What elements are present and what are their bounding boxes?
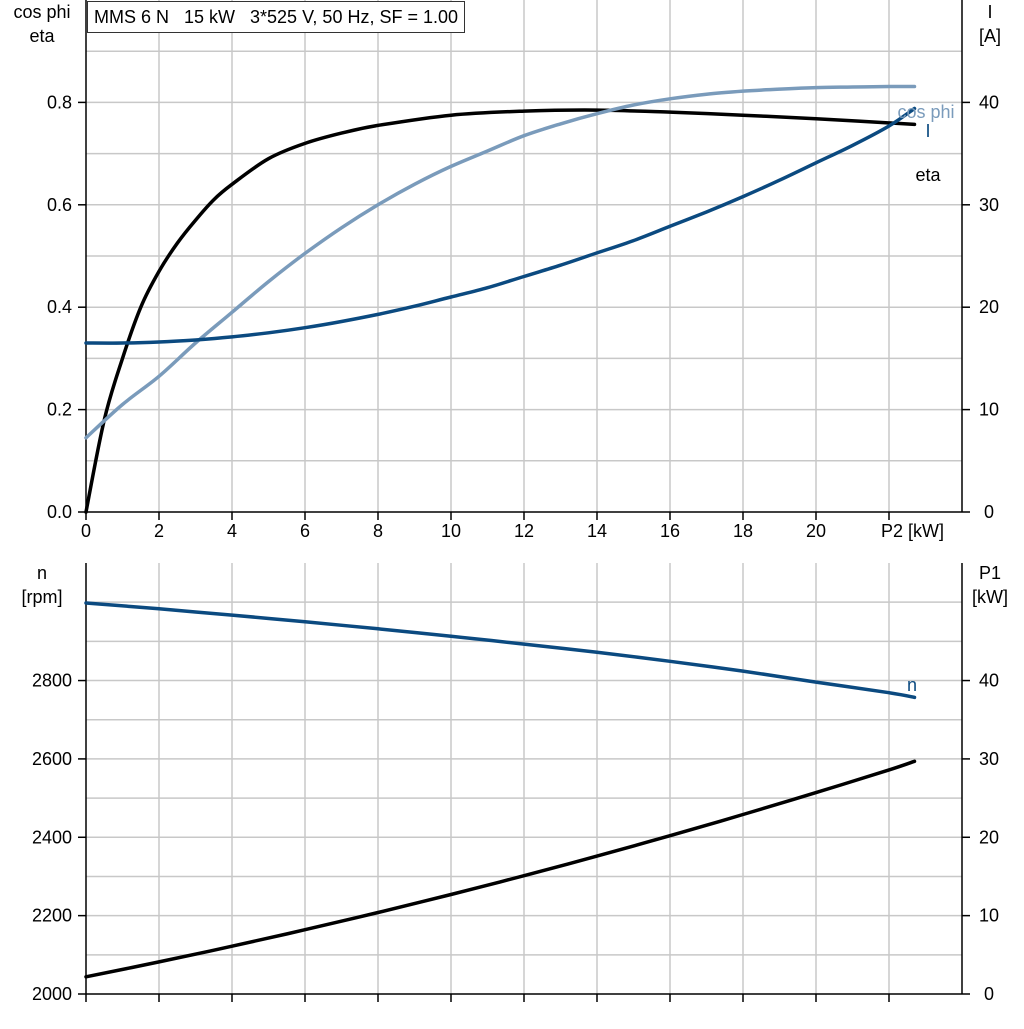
left-tick-label: 2000 <box>32 984 72 1004</box>
series-line-eta <box>84 108 917 514</box>
left-tick-label: 2400 <box>32 827 72 847</box>
x-tick-label: 14 <box>587 521 607 541</box>
left-tick-label: 0.0 <box>47 502 72 522</box>
left-axis-title: [rpm] <box>21 587 62 607</box>
current-curve-label: I <box>925 121 930 141</box>
left-tick-label: 2200 <box>32 906 72 926</box>
right-tick-label: 10 <box>979 400 999 420</box>
left-tick-label: 0.6 <box>47 195 72 215</box>
right-tick-label: 10 <box>979 906 999 926</box>
chart-panel-bottom: 2000 2200 2400 2600 2800 0 10 20 30 40 n [rpm] P1 [kW… <box>21 563 1008 1004</box>
left-axis-title: n <box>37 563 47 583</box>
x-tick-label: 2 <box>154 521 164 541</box>
x-tick-label: 6 <box>300 521 310 541</box>
x-tick-label: 12 <box>514 521 534 541</box>
left-axis-title: eta <box>29 26 55 46</box>
x-tick-label: 20 <box>806 521 826 541</box>
series-line-p1 <box>84 759 917 979</box>
right-axis-title: I <box>987 2 992 22</box>
right-tick-label: 40 <box>979 671 999 691</box>
left-tick-label: 0.4 <box>47 297 72 317</box>
left-axis-title: cos phi <box>13 2 70 22</box>
chart-caption: MMS 6 N 15 kW 3*525 V, 50 Hz, SF = 1.00 <box>87 1 465 33</box>
speed-curve-label: n <box>907 675 917 695</box>
right-tick-label: 30 <box>979 195 999 215</box>
series-line-i <box>84 106 917 345</box>
right-axis-title: [A] <box>979 26 1001 46</box>
right-tick-label: 30 <box>979 749 999 769</box>
right-tick-label: 0 <box>984 502 994 522</box>
x-tick-label: P2 [kW] <box>881 521 944 541</box>
eta-curve-label: eta <box>915 165 941 185</box>
right-tick-label: 20 <box>979 297 999 317</box>
right-tick-label: 40 <box>979 92 999 112</box>
chart-panel-top: 0.0 0.2 0.4 0.6 0.8 0 10 20 30 40 cos phi eta I [A] 0 2… <box>13 0 1001 541</box>
right-axis-title: [kW] <box>972 587 1008 607</box>
right-tick-label: 20 <box>979 827 999 847</box>
x-tick-label: 4 <box>227 521 237 541</box>
x-tick-label: 8 <box>373 521 383 541</box>
left-tick-label: 2600 <box>32 749 72 769</box>
x-tick-label: 0 <box>81 521 91 541</box>
right-tick-label: 0 <box>984 984 994 1004</box>
left-tick-label: 2800 <box>32 671 72 691</box>
x-tick-label: 18 <box>733 521 753 541</box>
left-tick-label: 0.8 <box>47 92 72 112</box>
series-line-n <box>84 601 917 700</box>
right-axis-title: P1 <box>979 563 1001 583</box>
x-tick-label: 16 <box>660 521 680 541</box>
left-tick-label: 0.2 <box>47 400 72 420</box>
x-tick-label: 10 <box>441 521 461 541</box>
cos-phi-curve-label: cos phi <box>897 102 954 122</box>
series-line-cos-phi <box>84 84 917 440</box>
